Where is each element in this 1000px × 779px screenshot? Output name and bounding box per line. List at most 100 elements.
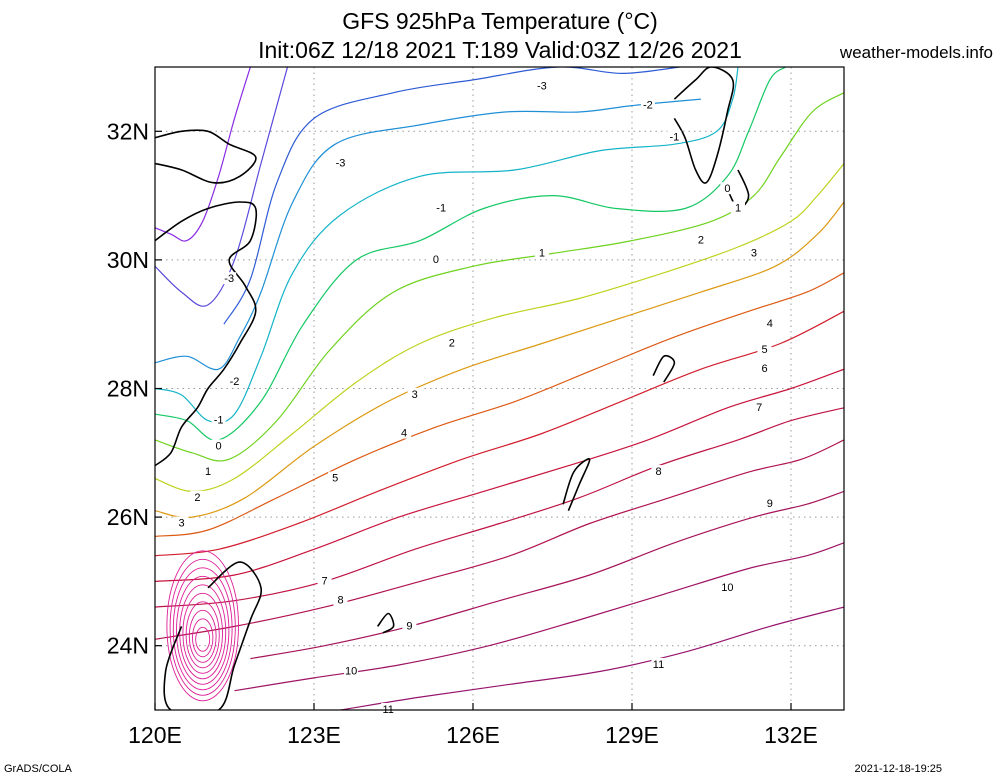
coastline-segment [562,458,591,512]
contour-label: 1 [735,202,741,214]
contour-label-bg [667,130,682,143]
lat-tick-label: 30N [107,247,149,273]
contour-label-bg [651,465,666,478]
contour-label-bg [534,79,549,92]
contour-9 [250,490,844,660]
contour-label-bg [211,439,226,452]
contour-label-bg [333,156,348,169]
contour--5 [155,67,251,242]
contour-label: 10 [345,665,357,677]
lat-tick-label: 32N [107,118,149,144]
map-title-line2: Init:06Z 12/18 2021 T:189 Valid:03Z 12/2… [258,37,742,63]
contour-label-bg [746,246,761,259]
contour-label: 8 [337,595,343,607]
map-title-line1: GFS 925hPa Temperature (°C) [342,8,658,34]
contour-label-bg [227,375,242,388]
contour-label: 5 [332,473,338,485]
contour-label-bg [640,98,655,111]
contour-1 [155,92,844,462]
contour-label-bg [444,336,459,349]
contour-label: 4 [401,428,407,440]
contour-6 [155,368,844,582]
contour-label: 9 [406,620,412,632]
coastline-segment [155,201,258,467]
contour-label-bg [174,516,189,529]
contour-label-bg [381,703,396,715]
contour-label: 0 [433,254,439,266]
contour-label: 2 [449,337,455,349]
footer-timestamp: 2021-12-18-19:25 [854,763,942,775]
contour-label-bg [762,497,777,510]
lat-tick-label: 28N [107,376,149,402]
hotspot-ring [172,567,233,691]
contour-label: 6 [761,363,767,375]
contour-label-bg [693,233,708,246]
contour-label: 11 [653,659,664,671]
contour-label-bg [397,426,412,439]
hotspot-ring [166,550,239,702]
hotspot-ring [169,558,236,696]
contour-2 [155,163,844,493]
contour-label: -3 [336,157,346,169]
contour-label-bg [651,657,666,670]
contour-label: -1 [670,132,680,144]
coastline-segment [652,355,676,383]
coastlines [155,67,750,710]
contour-label: -3 [537,80,547,92]
contour-label: 7 [756,402,762,414]
contour--2 [155,98,701,371]
contour-label: -2 [230,376,240,388]
contour-label-bg [222,272,237,285]
hotspot-ring [182,592,223,674]
contour-label: 3 [178,518,184,530]
contour-7 [155,407,844,608]
contour-label-bg [720,580,735,593]
contour-label-bg [428,252,443,265]
contour-label: 1 [539,247,545,259]
temperature-contours [155,67,844,710]
coastline-segment [155,129,257,184]
site-credit: weather-models.info [839,43,993,62]
contour-label-bg [757,342,772,355]
contour-label: 1 [205,466,211,478]
contour-label-bg [731,201,745,214]
contour-label: -3 [224,273,234,285]
hotspot-ring [192,618,214,658]
footer-software: GrADS/COLA [4,763,72,775]
lat-lon-grid [155,67,844,710]
lon-tick-label: 126E [446,722,500,748]
contour-label-bg [328,471,343,484]
contour-label: -1 [214,415,224,427]
hotspot-ring [185,601,220,669]
contour-label-bg [407,387,422,400]
contour-label-bg [752,400,767,413]
lon-tick-label: 132E [764,722,818,748]
contour--3 [223,67,680,325]
axis-ticks: 120E 123E 126E 129E 132E 24N 26N 28N 30N 32N [107,118,818,748]
contour-label: 0 [724,183,730,195]
lat-tick-label: 24N [107,633,149,659]
hotspot-ring [195,626,211,652]
contour-label-bg [190,490,205,503]
contour-label-bg [402,619,417,632]
contour-5 [155,310,844,557]
contour-label: 2 [194,492,200,504]
contour-8 [155,439,844,640]
contour-label-bg [333,593,348,606]
contour-0 [155,67,787,441]
coastline-segment [673,67,735,184]
lon-tick-label: 120E [128,722,182,748]
contour-label: 10 [721,582,733,594]
contour-label: -2 [643,100,653,112]
contour-label: 8 [655,466,661,478]
coastline-segment [376,612,395,634]
contour-label-bg [762,317,777,330]
contour-label-bg [201,465,215,478]
contour-label: 0 [216,440,222,452]
hotspot-ring [188,609,217,663]
hotspot-ring [176,575,230,685]
contour-4 [155,272,844,537]
contour-labels: -3-3-3-2-2-1-1-1000111222333445567788991… [174,79,777,716]
contour-label: 5 [761,344,767,356]
